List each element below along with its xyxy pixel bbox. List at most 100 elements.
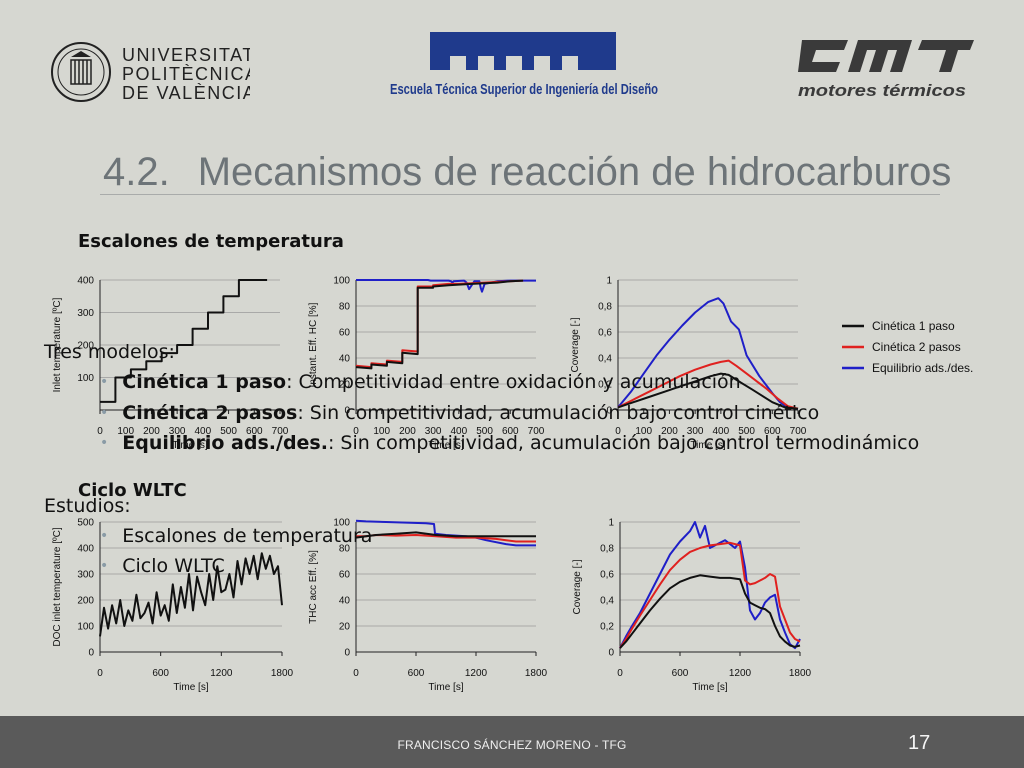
y-tick-label: 60 [339, 570, 351, 581]
y-axis-label: THC acc Eff. [%] [308, 550, 319, 624]
series-line-cin-tica-1-paso [619, 574, 801, 649]
model-item-1-desc: : Competitividad entre oxidación y acumu… [286, 371, 741, 393]
x-tick-label: 300 [687, 426, 704, 437]
x-tick-label: 200 [143, 426, 160, 437]
y-tick-label: 1 [608, 518, 614, 529]
y-tick-label: 0 [88, 648, 94, 659]
y-tick-label: 0 [344, 406, 350, 417]
y-axis-label: Instant. Eff. HC [%] [308, 302, 319, 387]
svg-text:POLITÈCNICA: POLITÈCNICA [122, 64, 250, 84]
axes-frame [355, 280, 536, 411]
x-tick-label: 400 [451, 426, 468, 437]
x-tick-label: 400 [195, 426, 212, 437]
y-tick-label: 60 [339, 328, 351, 339]
upv-seal-icon [51, 42, 111, 102]
y-tick-label: 0,2 [598, 380, 612, 391]
x-tick-label: 100 [117, 426, 134, 437]
series-line-cin-tica-1-paso [617, 372, 799, 410]
axes-frame [99, 522, 282, 653]
legend-label: Cinética 1 paso [872, 319, 955, 333]
x-axis-label: Time [s] [428, 440, 463, 451]
y-tick-label: 0,4 [600, 596, 614, 607]
bullet-icon: • [100, 405, 109, 421]
x-tick-label: 500 [738, 426, 755, 437]
y-tick-label: 0,4 [598, 354, 612, 365]
x-tick-label: 600 [408, 668, 425, 679]
chart-wltc_coverage: 0 0,2 0,4 0,6 0,8 1 0 600 1200 1800 Time [s] Covera… [572, 518, 812, 694]
x-tick-label: 1800 [525, 668, 548, 679]
upv-logo: UNIVERSITAT POLITÈCNICA DE VALÈNCIA [50, 40, 257, 104]
y-tick-label: 0,8 [598, 302, 612, 313]
y-tick-label: 0 [606, 406, 612, 417]
study-item-2: • Ciclo WLTC [100, 555, 225, 577]
series-line-data [100, 279, 268, 403]
axes-frame [617, 280, 798, 411]
x-tick-label: 0 [353, 668, 359, 679]
svg-text:motores térmicos: motores térmicos [798, 81, 966, 100]
y-tick-label: 80 [339, 544, 351, 555]
section-heading-escalones: Escalones de temperatura [78, 231, 344, 252]
series-line-cin-tica-1-paso [355, 279, 524, 370]
x-tick-label: 0 [97, 426, 103, 437]
x-tick-label: 700 [528, 426, 545, 437]
page-number: 17 [908, 732, 931, 754]
y-tick-label: 400 [77, 276, 94, 287]
y-tick-label: 1 [606, 276, 612, 287]
y-tick-label: 100 [77, 373, 94, 384]
y-tick-label: 40 [339, 596, 351, 607]
y-tick-label: 200 [77, 596, 94, 607]
chart-legend: Cinética 1 paso Cinética 2 pasos Equilibri… [842, 319, 973, 375]
x-tick-label: 300 [425, 426, 442, 437]
y-tick-label: 400 [77, 544, 94, 555]
title-number: 4.2. [103, 150, 170, 194]
series-line-data [99, 552, 283, 637]
y-tick-label: 0 [608, 648, 614, 659]
x-axis-label: Time [s] [172, 440, 207, 451]
y-axis-label: DOC inlet temperature [ºC] [52, 527, 63, 646]
x-tick-label: 600 [246, 426, 263, 437]
series-line-cin-tica-2-pasos [617, 359, 799, 410]
x-tick-label: 600 [764, 426, 781, 437]
bullet-icon: • [100, 558, 109, 574]
x-tick-label: 500 [220, 426, 237, 437]
study-item-1-text: Escalones de temperatura [122, 525, 373, 547]
model-item-3-desc: : Sin competitividad, acumulación bajo c… [327, 432, 920, 454]
x-tick-label: 300 [169, 426, 186, 437]
footer-author: FRANCISCO SÁNCHEZ MORENO - TFG [397, 738, 627, 752]
y-tick-label: 100 [333, 518, 350, 529]
x-tick-label: 0 [615, 426, 621, 437]
section-heading-wltc: Ciclo WLTC [78, 480, 187, 501]
y-tick-label: 500 [77, 518, 94, 529]
y-axis-label: Inlet temperature [ºC] [52, 297, 63, 392]
y-tick-label: 300 [77, 570, 94, 581]
model-item-2-desc: : Sin competitividad, acumulación bajo c… [297, 402, 820, 424]
y-tick-label: 0,6 [598, 328, 612, 339]
y-tick-label: 100 [333, 276, 350, 287]
x-tick-label: 600 [672, 668, 689, 679]
title-text: Mecanismos de reacción de hidrocarburos [197, 150, 952, 194]
y-tick-label: 300 [77, 308, 94, 319]
x-tick-label: 200 [399, 426, 416, 437]
x-tick-label: 1200 [465, 668, 488, 679]
x-tick-label: 1800 [271, 668, 294, 679]
x-tick-label: 0 [617, 668, 623, 679]
x-tick-label: 100 [635, 426, 652, 437]
x-tick-label: 600 [152, 668, 169, 679]
y-tick-label: 0,2 [600, 622, 614, 633]
series-line-cin-tica-1-paso [355, 531, 536, 539]
chart-wltc_inlet_temperature: 0 100 200 300 400 500 0 600 1200 1800 Time [s] DOC … [52, 518, 294, 694]
cmt-logo: motores térmicos [798, 36, 978, 100]
legend-label: Equilibrio ads./des. [872, 361, 973, 375]
x-axis-label: Time [s] [428, 682, 463, 693]
svg-text:UNIVERSITAT: UNIVERSITAT [122, 45, 250, 65]
model-item-2: • Cinética 2 pasos: Sin competitividad, a… [100, 402, 819, 424]
x-tick-label: 200 [661, 426, 678, 437]
study-item-1: • Escalones de temperatura [100, 525, 372, 547]
footer-bar [0, 716, 1024, 768]
x-tick-label: 700 [790, 426, 807, 437]
series-line-cin-tica-2-pasos [355, 279, 524, 369]
series-line-equilibrio-ads-des- [355, 519, 536, 547]
y-axis-label: Coverage [-] [570, 317, 581, 372]
y-tick-label: 40 [339, 354, 351, 365]
